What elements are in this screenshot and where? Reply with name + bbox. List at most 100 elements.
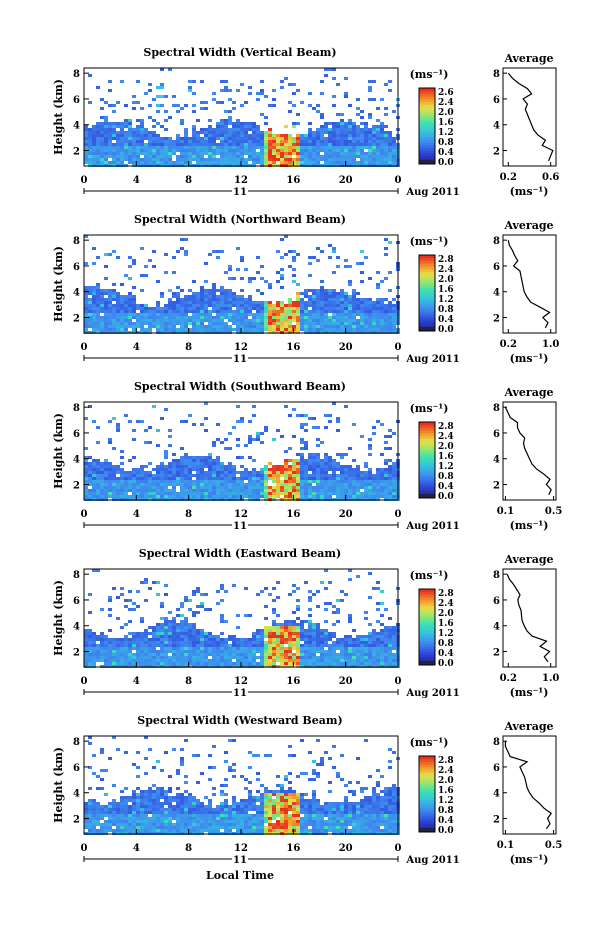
- heatmap-cell: [116, 641, 120, 644]
- heatmap-cell: [180, 471, 184, 474]
- heatmap-cell: [100, 140, 104, 143]
- heatmap-cell: [384, 158, 388, 161]
- heatmap-cell: [320, 149, 324, 152]
- heatmap-cell: [360, 483, 364, 486]
- heatmap-cell: [92, 656, 96, 659]
- heatmap-cell: [88, 468, 92, 471]
- heatmap-cell: [236, 295, 240, 298]
- heatmap-cell: [216, 316, 220, 319]
- heatmap-cell: [368, 298, 372, 301]
- heatmap-cell: [312, 626, 316, 629]
- heatmap-cell: [88, 736, 92, 739]
- heatmap-cell: [292, 158, 296, 161]
- heatmap-cell: [112, 471, 116, 474]
- heatmap-cell: [260, 313, 264, 316]
- heatmap-cell: [372, 155, 376, 158]
- heatmap-cell: [224, 307, 228, 310]
- heatmap-cell: [248, 310, 252, 313]
- heatmap-cell: [188, 304, 192, 307]
- heatmap-cell: [220, 89, 224, 92]
- heatmap-cell: [280, 328, 284, 331]
- heatmap-cell: [228, 480, 232, 483]
- heatmap-cell: [364, 653, 368, 656]
- heatmap-cell: [96, 328, 100, 331]
- heatmap-cell: [120, 131, 124, 134]
- heatmap-cell: [96, 322, 100, 325]
- profile-y-tick-label: 8: [493, 403, 500, 414]
- heatmap-cell: [332, 468, 336, 471]
- heatmap-cell: [212, 92, 216, 95]
- heatmap-cell: [312, 468, 316, 471]
- heatmap-cell: [352, 480, 356, 483]
- heatmap-cell: [188, 161, 192, 164]
- heatmap-cell: [88, 593, 92, 596]
- heatmap-cell: [164, 483, 168, 486]
- heatmap-cell: [360, 301, 364, 304]
- heatmap-cell: [276, 319, 280, 322]
- colorbar-segment: [419, 268, 435, 272]
- heatmap-cell: [228, 110, 232, 113]
- heatmap-cell: [136, 161, 140, 164]
- heatmap-cell: [332, 128, 336, 131]
- heatmap-cell: [360, 122, 364, 125]
- heatmap-cell: [372, 146, 376, 149]
- heatmap-cell: [312, 313, 316, 316]
- heatmap-cell: [208, 608, 212, 611]
- heatmap-cell: [120, 310, 124, 313]
- heatmap-cell: [212, 483, 216, 486]
- heatmap-cell: [92, 644, 96, 647]
- heatmap-cell: [164, 647, 168, 650]
- heatmap-cell: [264, 629, 268, 632]
- heatmap-cell: [320, 441, 324, 444]
- heatmap-cell: [232, 125, 236, 128]
- heatmap-cell: [144, 274, 148, 277]
- heatmap-cell: [272, 98, 276, 101]
- heatmap-cell: [284, 620, 288, 623]
- heatmap-cell: [92, 307, 96, 310]
- heatmap-cell: [228, 304, 232, 307]
- heatmap-cell: [224, 641, 228, 644]
- colorbar-segment: [419, 451, 435, 456]
- heatmap-cell: [88, 820, 92, 823]
- heatmap-cell: [192, 593, 196, 596]
- heatmap-cell: [348, 578, 352, 581]
- heatmap-cell: [328, 161, 332, 164]
- heatmap-cell: [264, 158, 268, 161]
- heatmap-cell: [220, 483, 224, 486]
- heatmap-cell: [388, 429, 392, 432]
- heatmap-cell: [132, 486, 136, 489]
- heatmap-cell: [236, 122, 240, 125]
- heatmap-cell: [260, 161, 264, 164]
- colorbar-segment: [419, 128, 435, 132]
- heatmap-cell: [272, 465, 276, 468]
- heatmap-cell: [132, 295, 136, 298]
- heatmap-cell: [212, 304, 216, 307]
- heatmap-cell: [232, 635, 236, 638]
- heatmap-cell: [276, 134, 280, 137]
- heatmap-cell: [220, 641, 224, 644]
- heatmap-cell: [96, 477, 100, 480]
- heatmap-cell: [192, 104, 196, 107]
- heatmap-cell: [320, 468, 324, 471]
- heatmap-cell: [240, 140, 244, 143]
- heatmap-cell: [140, 492, 144, 495]
- heatmap-cell: [212, 480, 216, 483]
- heatmap-cell: [84, 322, 88, 325]
- heatmap-cell: [164, 310, 168, 313]
- heatmap-cell: [232, 152, 236, 155]
- heatmap-cell: [324, 298, 328, 301]
- heatmap-cell: [244, 143, 248, 146]
- colorbar-segment: [419, 145, 435, 149]
- heatmap-cell: [108, 465, 112, 468]
- heatmap-cell: [328, 292, 332, 295]
- heatmap-cell: [140, 632, 144, 635]
- heatmap-cell: [180, 644, 184, 647]
- heatmap-cell: [224, 590, 228, 593]
- heatmap-cell: [208, 253, 212, 256]
- profile-x-tick-label: 0.5: [545, 506, 562, 517]
- heatmap-cell: [108, 313, 112, 316]
- heatmap-cell: [212, 471, 216, 474]
- heatmap-cell: [320, 250, 324, 253]
- heatmap-cell: [172, 104, 176, 107]
- heatmap-cell: [284, 77, 288, 80]
